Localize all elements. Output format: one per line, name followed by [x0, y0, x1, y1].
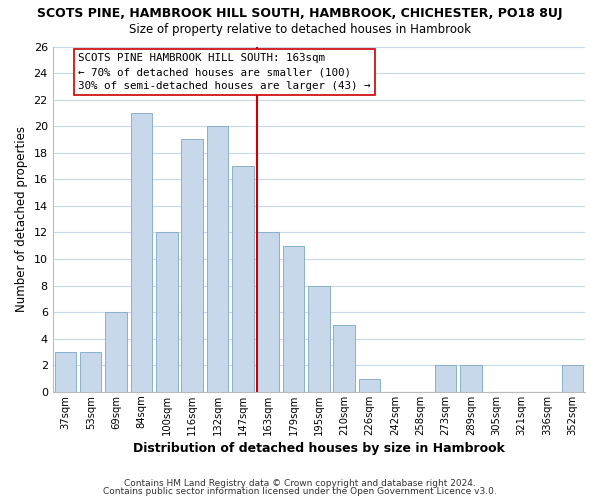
Bar — [156, 232, 178, 392]
Bar — [55, 352, 76, 392]
Bar — [359, 378, 380, 392]
Bar — [308, 286, 329, 392]
Bar — [460, 366, 482, 392]
Y-axis label: Number of detached properties: Number of detached properties — [15, 126, 28, 312]
Bar — [181, 140, 203, 392]
Bar — [435, 366, 457, 392]
Text: SCOTS PINE HAMBROOK HILL SOUTH: 163sqm
← 70% of detached houses are smaller (100: SCOTS PINE HAMBROOK HILL SOUTH: 163sqm ←… — [78, 53, 371, 91]
Bar — [562, 366, 583, 392]
Text: Contains HM Land Registry data © Crown copyright and database right 2024.: Contains HM Land Registry data © Crown c… — [124, 478, 476, 488]
X-axis label: Distribution of detached houses by size in Hambrook: Distribution of detached houses by size … — [133, 442, 505, 455]
Text: Size of property relative to detached houses in Hambrook: Size of property relative to detached ho… — [129, 22, 471, 36]
Bar — [206, 126, 228, 392]
Bar — [232, 166, 254, 392]
Bar — [257, 232, 279, 392]
Text: SCOTS PINE, HAMBROOK HILL SOUTH, HAMBROOK, CHICHESTER, PO18 8UJ: SCOTS PINE, HAMBROOK HILL SOUTH, HAMBROO… — [37, 8, 563, 20]
Bar — [131, 113, 152, 392]
Bar — [80, 352, 101, 392]
Bar — [105, 312, 127, 392]
Bar — [283, 246, 304, 392]
Text: Contains public sector information licensed under the Open Government Licence v3: Contains public sector information licen… — [103, 487, 497, 496]
Bar — [334, 326, 355, 392]
